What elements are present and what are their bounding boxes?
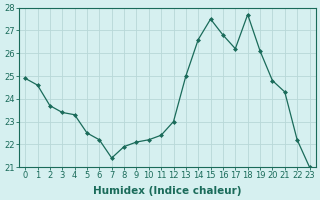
X-axis label: Humidex (Indice chaleur): Humidex (Indice chaleur) (93, 186, 242, 196)
